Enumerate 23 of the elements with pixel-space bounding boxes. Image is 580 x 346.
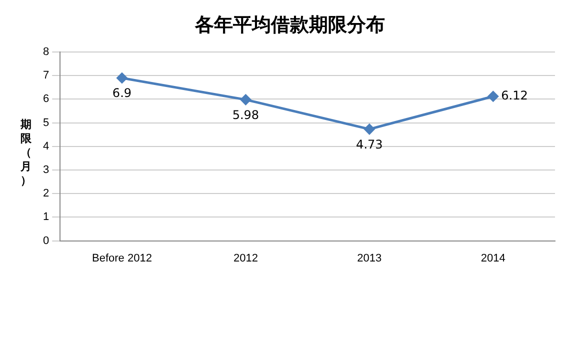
- point: [240, 94, 251, 105]
- x-tick-label: 2014: [480, 252, 506, 264]
- y-tick-label: 2: [42, 188, 50, 200]
- y-tick-label: 3: [42, 164, 50, 176]
- y-tick-label: 6: [42, 93, 50, 106]
- y-tick-label: 7: [42, 70, 50, 82]
- y-tick-label: 4: [42, 140, 50, 152]
- y-axis-title: 期限（月）: [20, 118, 32, 188]
- data-label: 5.98: [232, 108, 260, 122]
- y-tick-label: 1: [42, 211, 50, 224]
- x-tick-label: 2013: [357, 252, 382, 264]
- chart-title: 各年平均借款期限分布: [194, 13, 386, 38]
- data-label: 4.73: [356, 137, 383, 152]
- point: [488, 91, 498, 102]
- point: [364, 124, 375, 134]
- x-tick-label: Before 2012: [92, 252, 152, 264]
- point: [116, 72, 128, 84]
- data-label: 6.12: [501, 88, 528, 102]
- y-tick-label: 0: [42, 234, 50, 247]
- y-tick-label: 5: [42, 116, 50, 129]
- x-tick-label: 2012: [233, 252, 258, 264]
- y-tick-label: 8: [42, 46, 50, 58]
- data-label: 6.9: [112, 86, 132, 100]
